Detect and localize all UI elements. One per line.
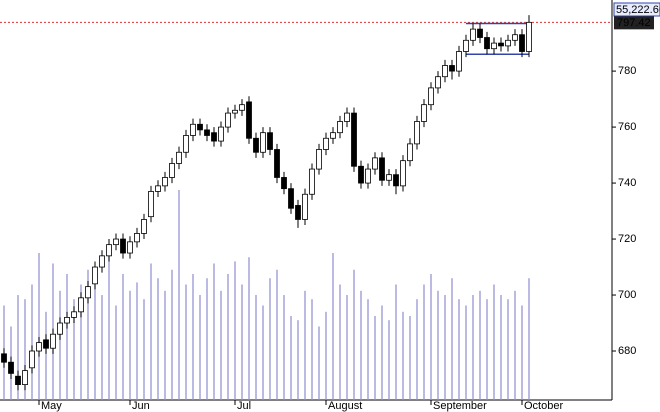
- candle-body: [365, 168, 371, 184]
- candle-body: [134, 233, 140, 243]
- candle-body: [400, 160, 406, 187]
- candle-body: [498, 42, 504, 47]
- candle-body: [162, 177, 168, 187]
- candle-body: [491, 42, 497, 50]
- candle-body: [260, 132, 266, 153]
- x-tick-label: September: [433, 400, 487, 412]
- indicator-label: 55,222.66: [616, 4, 660, 16]
- candle-body: [337, 121, 343, 134]
- candle-body: [78, 297, 84, 313]
- x-tick-label: Jun: [132, 400, 150, 412]
- candle-body: [99, 255, 105, 268]
- candle-body: [302, 193, 308, 220]
- candle-body: [477, 28, 483, 38]
- candle-body: [1, 353, 7, 363]
- candle-body: [239, 104, 245, 111]
- y-tick-label: 760: [618, 121, 636, 133]
- y-tick-label: 740: [618, 177, 636, 189]
- candle-body: [505, 39, 511, 47]
- y-tick-label: 720: [618, 233, 636, 245]
- candle-body: [155, 185, 161, 192]
- candle-body: [526, 21, 532, 52]
- candle-body: [22, 370, 28, 386]
- candle-body: [204, 129, 210, 136]
- candle-body: [197, 123, 203, 131]
- candle-body: [393, 174, 399, 187]
- candle-body: [512, 34, 518, 41]
- candle-body: [323, 137, 329, 150]
- candle-body: [435, 76, 441, 89]
- x-tick-label: May: [41, 400, 62, 412]
- candle-body: [141, 219, 147, 234]
- candle-body: [358, 165, 364, 184]
- candle-body: [351, 112, 357, 167]
- candle-body: [456, 51, 462, 72]
- candle-body: [148, 191, 154, 218]
- last-price-box: [614, 16, 654, 30]
- candle-body: [211, 132, 217, 142]
- candle-body: [274, 149, 280, 178]
- candle-body: [309, 168, 315, 195]
- candle-body: [246, 101, 252, 139]
- candle-body: [316, 149, 322, 170]
- candle-body: [428, 87, 434, 106]
- candle-body: [379, 157, 385, 181]
- y-tick-label: 680: [618, 345, 636, 357]
- y-tick-label: 700: [618, 289, 636, 301]
- candle-body: [470, 28, 476, 41]
- candle-body: [372, 157, 378, 170]
- candle-body: [295, 205, 301, 220]
- candle-body: [253, 137, 259, 153]
- candle-body: [414, 121, 420, 145]
- candle-body: [344, 112, 350, 122]
- indicator-box: [613, 2, 660, 17]
- candle-body: [113, 238, 119, 246]
- x-tick-label: Jul: [237, 400, 251, 412]
- candle-body: [169, 163, 175, 178]
- candle-body: [71, 311, 77, 318]
- candle-body: [29, 350, 35, 369]
- candle-body: [449, 65, 455, 72]
- x-tick-label: October: [524, 400, 563, 412]
- candle-body: [36, 342, 42, 352]
- candle-body: [330, 132, 336, 139]
- last-price-label: 797.42: [617, 17, 651, 29]
- candle-body: [120, 238, 126, 254]
- candle-body: [85, 286, 91, 299]
- candle-body: [442, 65, 448, 78]
- candle-body: [484, 37, 490, 50]
- candle-body: [176, 151, 182, 164]
- candle-body: [50, 333, 56, 349]
- candle-body: [288, 188, 294, 209]
- candle-body: [92, 266, 98, 285]
- candle-body: [218, 126, 224, 142]
- candle-body: [519, 34, 525, 52]
- candle-body: [8, 361, 14, 374]
- candle-body: [407, 143, 413, 162]
- candle-body: [386, 174, 392, 181]
- candle-body: [43, 339, 49, 349]
- candle-body: [463, 39, 469, 52]
- candle-body: [281, 177, 287, 190]
- candle-body: [57, 322, 63, 335]
- candle-body: [421, 104, 427, 122]
- candle-body: [232, 109, 238, 114]
- candle-body: [15, 375, 21, 386]
- y-tick-label: 780: [618, 65, 636, 77]
- candle-body: [190, 123, 196, 136]
- candle-body: [106, 244, 112, 257]
- candle-body: [127, 241, 133, 254]
- candle-body: [225, 112, 231, 128]
- x-tick-label: August: [328, 400, 362, 412]
- candle-body: [64, 317, 70, 324]
- candle-body: [267, 132, 273, 150]
- candle-body: [183, 135, 189, 153]
